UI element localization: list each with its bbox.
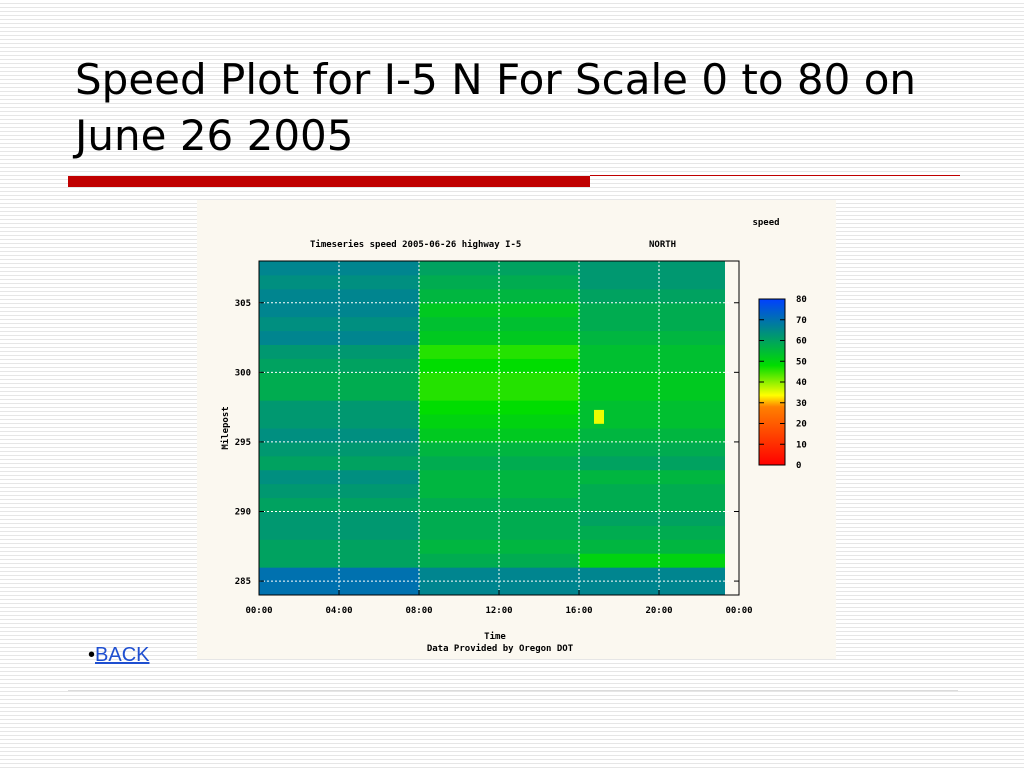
- heatmap-cell: [419, 553, 579, 568]
- heatmap-cell: [259, 344, 419, 359]
- y-axis-ticks: 285 290 295 300 305: [235, 299, 739, 587]
- bullet-mark: •: [88, 644, 96, 666]
- colorbar-tick-label: 30: [796, 399, 807, 409]
- heatmap-cell: [579, 455, 725, 471]
- y-tick-label: 295: [235, 438, 251, 448]
- y-tick-label: 290: [235, 508, 251, 518]
- x-axis-label: Time: [484, 631, 506, 642]
- title-rule-thin: [590, 175, 960, 176]
- colorbar-tick-label: 50: [796, 357, 807, 367]
- colorbar-tick-label: 70: [796, 316, 807, 326]
- x-tick-label: 16:00: [565, 606, 592, 616]
- heatmap-cell: [579, 372, 725, 387]
- colorbar-tick-label: 60: [796, 337, 807, 347]
- colorbar-tick-label: 10: [796, 440, 807, 450]
- colorbar-ticks: 0 10 20 30 40 50 60 70 80: [759, 295, 807, 471]
- heatmap-cell: [419, 261, 579, 276]
- grid-lines: [259, 261, 739, 595]
- heatmap-hotspot: [594, 409, 604, 424]
- heatmap-cell: [579, 469, 725, 485]
- y-tick-label: 285: [235, 577, 251, 587]
- colorbar-tick-label: 40: [796, 378, 807, 388]
- x-tick-label: 00:00: [245, 606, 272, 616]
- back-link[interactable]: BACK: [95, 644, 150, 666]
- x-tick-label: 08:00: [405, 606, 432, 616]
- speed-plot-figure: speed Timeseries speed 2005-06-26 highwa…: [197, 200, 836, 659]
- x-tick-label: 00:00: [725, 606, 752, 616]
- heatmap-cell: [579, 344, 725, 359]
- heatmap-cell: [259, 553, 419, 568]
- heatmap-cell: [419, 455, 579, 471]
- heatmap-cell: [579, 288, 725, 304]
- heatmap-cell: [579, 483, 725, 499]
- heatmap-cell: [579, 441, 725, 457]
- heatmap-cell: [419, 288, 579, 304]
- colorbar-tick-label: 80: [796, 295, 807, 305]
- chart-title: Timeseries speed 2005-06-26 highway I-5: [310, 239, 521, 250]
- heatmap-cell: [579, 400, 725, 415]
- heatmap-cell: [579, 316, 725, 332]
- heatmap-cell: [579, 581, 725, 596]
- heatmap-cell: [419, 372, 579, 387]
- heatmap-cell: [579, 274, 725, 290]
- heatmap-cell: [579, 386, 725, 401]
- heatmap-cell: [579, 511, 725, 526]
- heatmap-cell: [579, 261, 725, 276]
- heatmap-cell: [579, 330, 725, 345]
- heatmap-cell: [259, 288, 419, 304]
- heatmap-cell: [259, 525, 419, 540]
- slide-title: Speed Plot for I-5 N For Scale 0 to 80 o…: [75, 55, 917, 160]
- heatmap-cell: [259, 316, 419, 332]
- x-axis-ticks: 00:00 04:00 08:00 12:00 16:00 20:00 00:00: [245, 590, 753, 616]
- x-tick-label: 12:00: [485, 606, 512, 616]
- title-rule-thick: [68, 176, 590, 187]
- heatmap-cell: [579, 525, 725, 540]
- heatmap-cell: [419, 469, 579, 485]
- heatmap-cell: [259, 469, 419, 485]
- colorbar-tick-label: 0: [796, 461, 801, 471]
- heatmap-cell: [579, 428, 725, 443]
- heatmap-cell: [579, 539, 725, 554]
- heatmap-cell: [579, 302, 725, 318]
- heatmap-cell: [259, 261, 419, 276]
- y-axis-label: Milepost: [220, 406, 231, 449]
- heatmap-cell: [419, 525, 579, 540]
- heatmap-cell: [419, 581, 579, 596]
- heatmap-cell: [579, 358, 725, 373]
- heatmap-cell: [579, 567, 725, 582]
- y-tick-label: 300: [235, 368, 251, 378]
- heatmap-cell: [419, 428, 579, 443]
- heatmap-cell: [259, 428, 419, 443]
- heatmap-cell: [579, 497, 725, 512]
- heatmap-cell: [579, 553, 725, 568]
- y-tick-label: 305: [235, 299, 251, 309]
- heatmap-cell: [259, 497, 419, 512]
- footer-rule: [68, 690, 958, 691]
- x-tick-label: 20:00: [645, 606, 672, 616]
- heatmap-cell: [419, 344, 579, 359]
- data-source-note: Data Provided by Oregon DOT: [427, 643, 574, 654]
- heatmap-cell: [259, 400, 419, 415]
- colorbar-label: speed: [752, 218, 779, 228]
- back-bullet: •BACK: [88, 643, 149, 667]
- heatmap-cell: [259, 455, 419, 471]
- heatmap-cell: [419, 400, 579, 415]
- heatmap-cells: [259, 261, 725, 596]
- heatmap-cell: [259, 581, 419, 596]
- chart-direction: NORTH: [649, 240, 676, 250]
- colorbar-tick-label: 20: [796, 420, 807, 430]
- heatmap-cell: [419, 316, 579, 332]
- x-tick-label: 04:00: [325, 606, 352, 616]
- heatmap-cell: [259, 372, 419, 387]
- heatmap-cell: [419, 497, 579, 512]
- heatmap-cell: [579, 414, 725, 429]
- speed-heatmap-chart: speed Timeseries speed 2005-06-26 highwa…: [220, 218, 807, 654]
